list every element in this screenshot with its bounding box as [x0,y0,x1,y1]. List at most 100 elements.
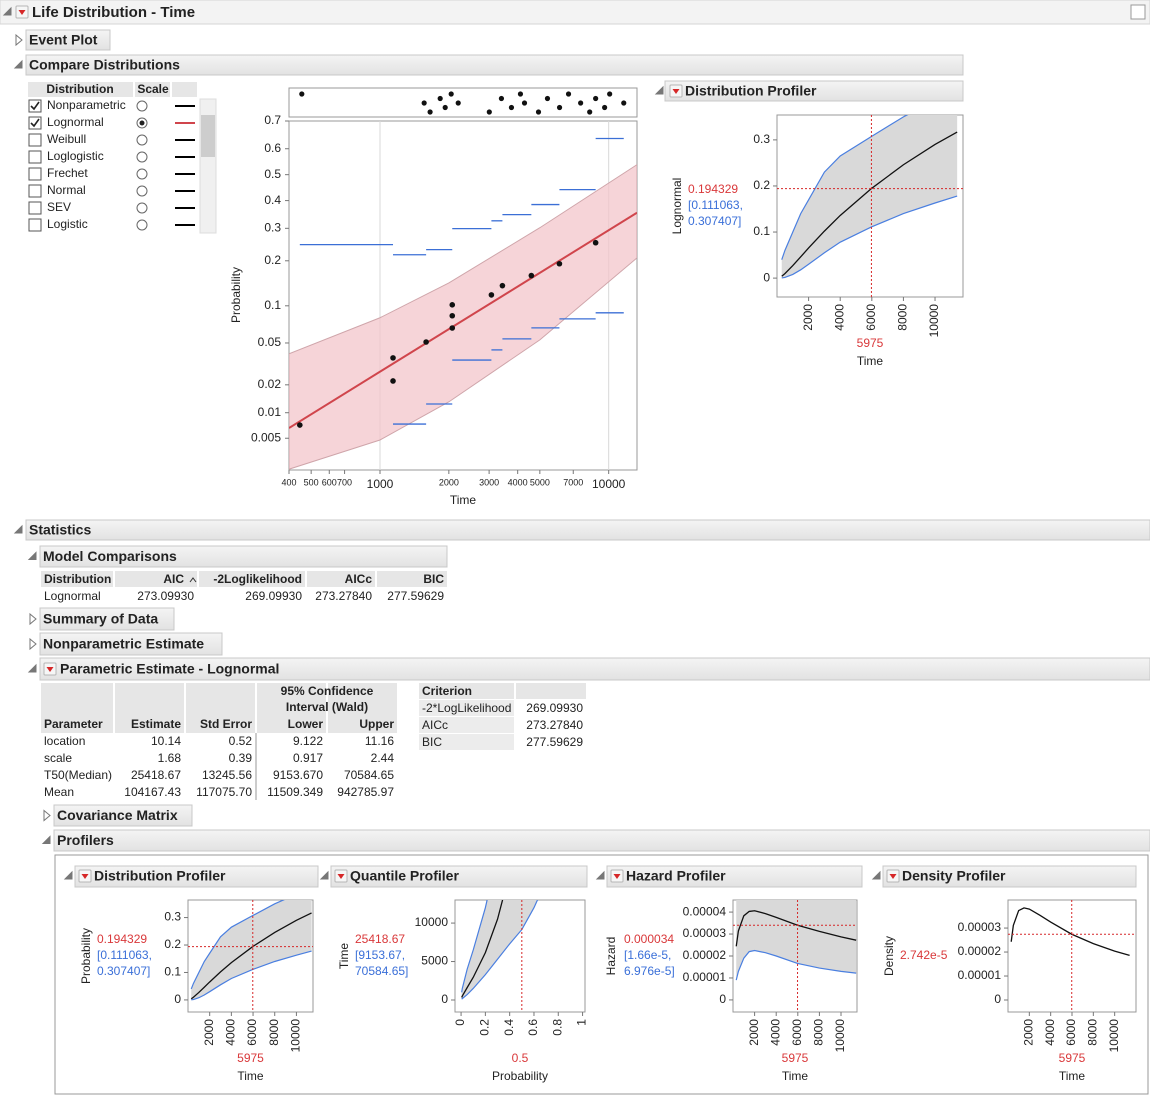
x-tick-label: 10000 [592,477,626,491]
event-dot [593,95,599,102]
table-cell: 269.09930 [245,589,302,603]
table-cell: 0.917 [293,751,323,765]
data-point [449,325,456,331]
data-point [449,312,456,319]
radio-button[interactable] [136,185,148,197]
y-tick-label: 0.01 [258,405,282,419]
y-tick-label: 0 [719,992,726,1006]
table-header-cell [328,683,397,733]
x-tick-label: 0 [453,1019,467,1026]
model-comparisons-title-bar [39,545,448,568]
radio-button[interactable] [136,168,148,180]
disclosure-triangle[interactable] [871,870,881,880]
event-dot [517,91,524,97]
disclosure-triangle[interactable] [15,33,23,47]
x-tick-label: 3000 [479,477,499,487]
disclosure-triangle[interactable] [29,612,37,626]
event-dot [299,91,305,97]
table-header-cell [377,571,447,587]
radio-button[interactable] [136,202,148,214]
compare-distributions-title-bar [25,54,964,76]
confidence-interval: [0.111063, [97,948,152,962]
disclosure-triangle[interactable] [29,637,37,651]
nonparametric-estimate-title-bar [39,632,223,656]
checkbox[interactable] [28,116,42,130]
event-dot [521,100,528,106]
profiler-area [777,115,963,297]
plot-area [289,121,637,470]
confidence-limit [781,115,909,260]
distribution-name: Logistic [47,217,88,231]
radio-button[interactable] [136,100,148,112]
checkbox[interactable] [28,150,42,164]
radio-button[interactable] [136,134,148,146]
table-cell: 273.09930 [137,589,194,603]
disclosure-triangle[interactable] [43,809,51,822]
disclosure-triangle[interactable] [319,870,329,880]
x-tick-label: 8000 [812,1019,826,1046]
profiler-area [461,900,539,1012]
disclosure-triangle[interactable] [27,551,37,560]
column-header: Distribution [44,572,111,586]
disclosure-triangle[interactable] [13,59,23,69]
y-axis-label: Time [337,943,351,970]
scrollbar-thumb[interactable] [201,115,215,157]
y-tick-label: 0.00002 [958,944,1002,958]
window-button[interactable] [1130,4,1146,20]
disclosure-triangle[interactable] [2,6,12,16]
row-label-cell [419,700,514,716]
menu-arrow [613,874,621,879]
checkbox[interactable] [28,133,42,147]
confidence-interval: [1.66e-5, [624,948,671,962]
y-axis-label: Probability [229,267,243,323]
disclosure-triangle[interactable] [63,870,73,880]
column-header: -2Loglikelihood [213,572,302,586]
checkbox[interactable] [28,218,42,232]
data-point [390,355,396,361]
row-label-cell [419,717,514,733]
checkbox[interactable] [28,201,42,215]
current-value: 0.194329 [97,932,147,946]
list-header [135,82,170,97]
event-dot [602,104,608,111]
data-point [390,378,396,384]
disclosure-triangle[interactable] [27,663,37,673]
table-cell: 11.16 [365,734,394,748]
profiler-area [1008,900,1136,1012]
distribution-name: Weibull [47,132,86,146]
covariance-matrix-title-bar [53,804,193,827]
confidence-interval: [0.111063, [688,198,743,212]
table-cell: 0.39 [229,751,253,765]
table-cell: scale [44,751,72,765]
confidence-limit [191,950,312,1001]
x-tick-label: 0.6 [526,1019,540,1036]
window-title: Life Distribution - Time [32,4,195,21]
data-point [488,292,495,298]
data-point [423,339,429,345]
x-tick-label: 700 [337,477,352,487]
event-dot [621,100,627,106]
distribution-name: SEV [47,200,71,214]
radio-button[interactable] [136,219,148,231]
disclosure-triangle[interactable] [41,835,51,844]
checkbox[interactable] [28,167,42,181]
distribution-name: Nonparametric [47,98,126,112]
fit-line [289,211,637,429]
y-tick-label: 10000 [415,915,449,929]
group-header: 95% Confidence [281,684,374,698]
x-tick-label: 1 [575,1019,589,1026]
summary-of-data-title-bar [39,607,175,631]
x-tick-label: 2000 [439,477,459,487]
list-header [172,82,197,97]
x-tick-label: 4000 [224,1019,238,1046]
event-dot [544,95,551,102]
disclosure-triangle[interactable] [654,85,664,95]
profiler-title-bar [882,865,1137,888]
checkbox[interactable] [28,99,42,113]
x-tick-label: 0.4 [502,1019,516,1036]
radio-button[interactable] [136,151,148,163]
y-tick-label: 0.00004 [683,904,727,918]
checkbox[interactable] [28,184,42,198]
disclosure-triangle[interactable] [595,870,605,880]
disclosure-triangle[interactable] [13,524,23,534]
